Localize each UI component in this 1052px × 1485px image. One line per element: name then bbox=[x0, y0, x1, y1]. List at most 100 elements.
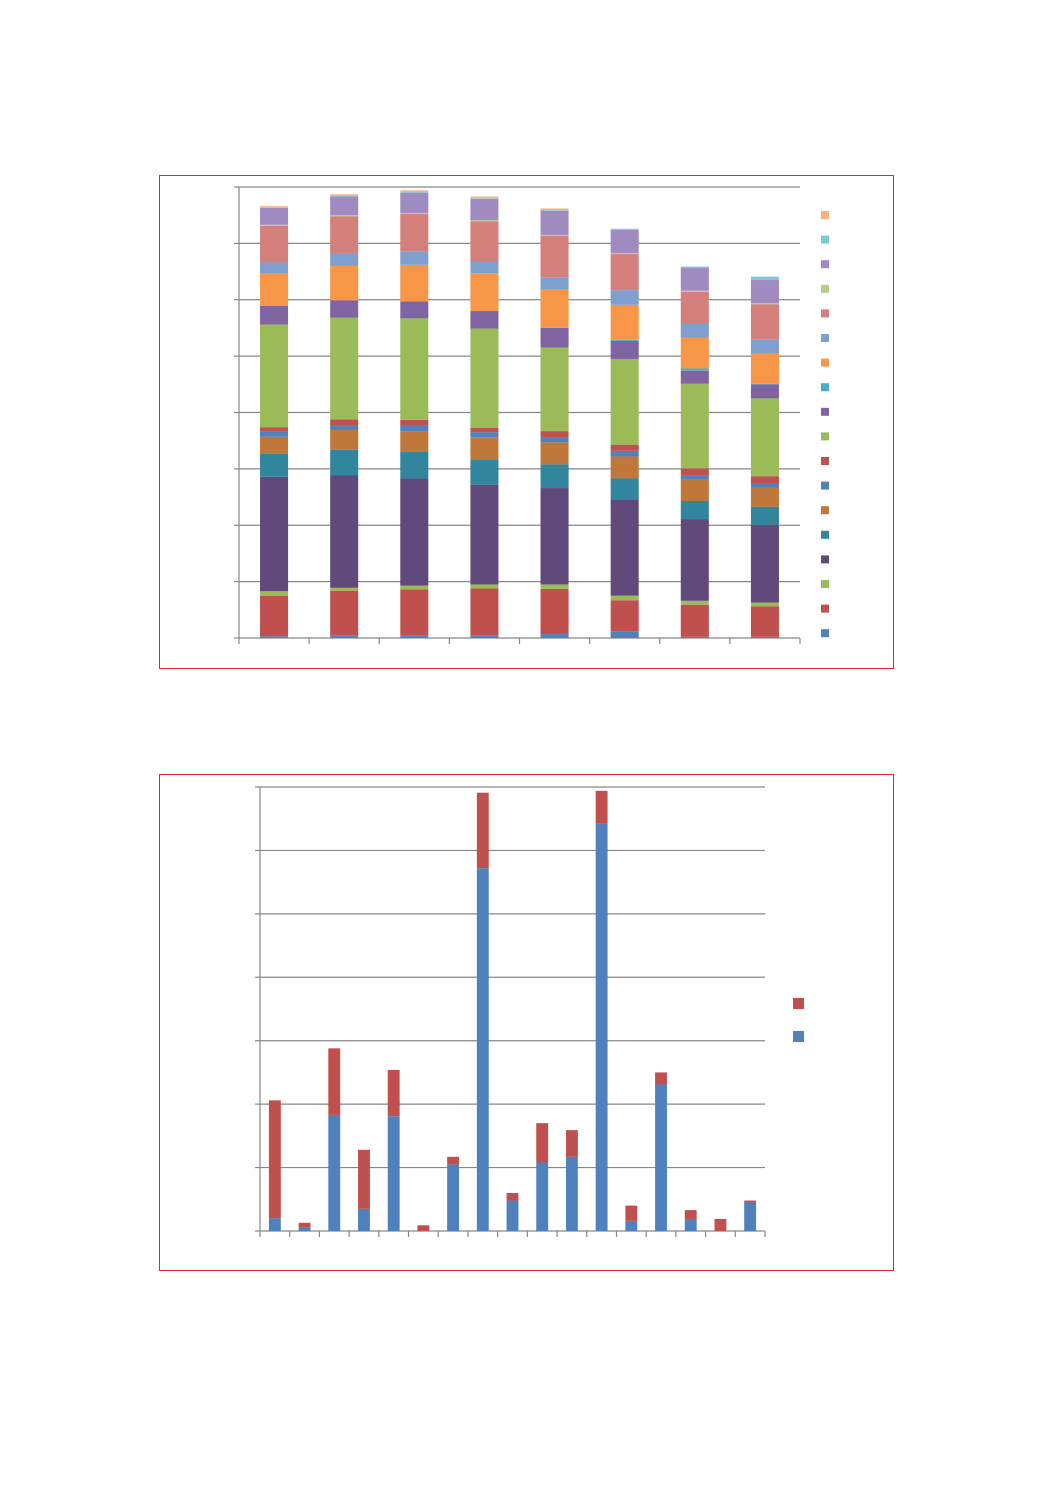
bar-segment bbox=[400, 451, 429, 479]
bar-segment bbox=[330, 216, 359, 253]
bar-segment bbox=[610, 631, 639, 638]
bar-segment bbox=[750, 524, 779, 603]
bar-segment bbox=[565, 1156, 578, 1231]
bar-segment bbox=[540, 584, 569, 589]
bar-segment bbox=[260, 273, 289, 306]
bar-segment bbox=[470, 584, 499, 589]
bar-segment bbox=[750, 304, 779, 340]
bar-segment bbox=[358, 1208, 370, 1231]
bar-segment bbox=[400, 585, 429, 590]
bar-segment bbox=[400, 192, 429, 193]
bar-segment bbox=[750, 602, 779, 607]
bar-segment bbox=[400, 589, 429, 636]
bar-segment bbox=[540, 236, 569, 278]
legend-marker bbox=[821, 555, 829, 564]
bar-segment bbox=[260, 453, 289, 477]
legend-marker bbox=[821, 284, 829, 293]
bar-segment bbox=[540, 208, 569, 211]
bar-segment bbox=[536, 1162, 549, 1231]
bar-segment bbox=[470, 196, 499, 199]
bar-segment bbox=[506, 1192, 519, 1201]
bar-segment bbox=[470, 459, 499, 485]
bar-segment bbox=[447, 1164, 460, 1231]
bar-segment bbox=[470, 273, 499, 312]
bar-segment bbox=[400, 192, 429, 213]
bar-segment bbox=[565, 1130, 578, 1157]
bar-segment bbox=[260, 636, 289, 638]
legend-marker bbox=[821, 260, 829, 269]
bar-segment bbox=[750, 398, 779, 477]
bar-segment bbox=[655, 1072, 667, 1085]
bar-segment bbox=[330, 635, 359, 638]
bar-segment bbox=[260, 225, 289, 263]
bar-segment bbox=[260, 224, 289, 226]
bar-segment bbox=[260, 591, 289, 596]
bar-segment bbox=[610, 499, 639, 596]
legend-marker bbox=[821, 629, 829, 638]
bar-segment bbox=[750, 303, 779, 305]
bar-segment bbox=[680, 266, 709, 268]
bar-segment bbox=[610, 450, 639, 457]
bar-segment bbox=[744, 1200, 757, 1203]
legend-marker bbox=[821, 481, 829, 490]
bar-segment bbox=[750, 636, 779, 638]
bar-segment bbox=[540, 431, 569, 438]
bar-segment bbox=[330, 252, 359, 266]
bar-segment bbox=[540, 327, 569, 348]
bar-segment bbox=[400, 190, 429, 193]
bar-segment bbox=[540, 442, 569, 465]
legend-marker bbox=[821, 235, 829, 244]
bar-segment bbox=[540, 634, 569, 638]
bar-segment bbox=[540, 277, 569, 290]
bar-segment bbox=[400, 425, 429, 432]
bar-segment bbox=[714, 1218, 727, 1231]
bar-segment bbox=[330, 425, 359, 430]
chart-top-canvas bbox=[234, 186, 829, 644]
bar-segment bbox=[330, 419, 359, 426]
bar-segment bbox=[470, 221, 499, 262]
bar-segment bbox=[540, 234, 569, 237]
bar-segment bbox=[680, 267, 709, 291]
bar-segment bbox=[595, 823, 608, 1231]
legend-marker bbox=[821, 506, 829, 515]
bar-segment bbox=[540, 210, 569, 235]
bar-segment bbox=[260, 262, 289, 274]
bar-segment bbox=[610, 444, 639, 451]
bar-segment bbox=[540, 347, 569, 432]
bar-segment bbox=[330, 587, 359, 591]
bar-segment bbox=[540, 464, 569, 489]
legend-marker bbox=[793, 1031, 804, 1042]
bar-segment bbox=[610, 340, 639, 359]
bar-segment bbox=[610, 595, 639, 601]
bar-segment bbox=[610, 358, 639, 445]
bar-segment bbox=[268, 1218, 281, 1231]
bar-segment bbox=[610, 456, 639, 479]
bar-segment bbox=[260, 436, 289, 454]
bar-segment bbox=[298, 1227, 311, 1231]
bar-segment bbox=[750, 476, 779, 484]
bar-segment bbox=[470, 484, 499, 585]
bar-segment bbox=[625, 1220, 638, 1231]
bar-segment bbox=[750, 276, 779, 281]
bar-segment bbox=[328, 1114, 341, 1231]
legend-marker bbox=[821, 309, 829, 318]
bar-segment bbox=[260, 431, 289, 437]
bar-segment bbox=[680, 501, 709, 520]
bar-segment bbox=[680, 323, 709, 338]
legend-marker bbox=[821, 407, 829, 416]
bar-segment bbox=[400, 635, 429, 638]
chart-bottom-canvas bbox=[255, 786, 804, 1237]
bar-segment bbox=[260, 595, 289, 637]
bar-segment bbox=[400, 264, 429, 302]
bar-segment bbox=[750, 339, 779, 354]
bar-segment bbox=[680, 519, 709, 601]
bar-segment bbox=[610, 290, 639, 305]
bar-segment bbox=[358, 1149, 370, 1209]
bar-segment bbox=[595, 790, 608, 824]
legend-marker bbox=[821, 383, 829, 392]
bar-segment bbox=[610, 339, 639, 341]
stacked-bar-chart-bottom bbox=[159, 774, 894, 1271]
bar-segment bbox=[298, 1222, 311, 1228]
stacked-bar-chart-top bbox=[159, 175, 894, 669]
bar-segment bbox=[260, 305, 289, 325]
